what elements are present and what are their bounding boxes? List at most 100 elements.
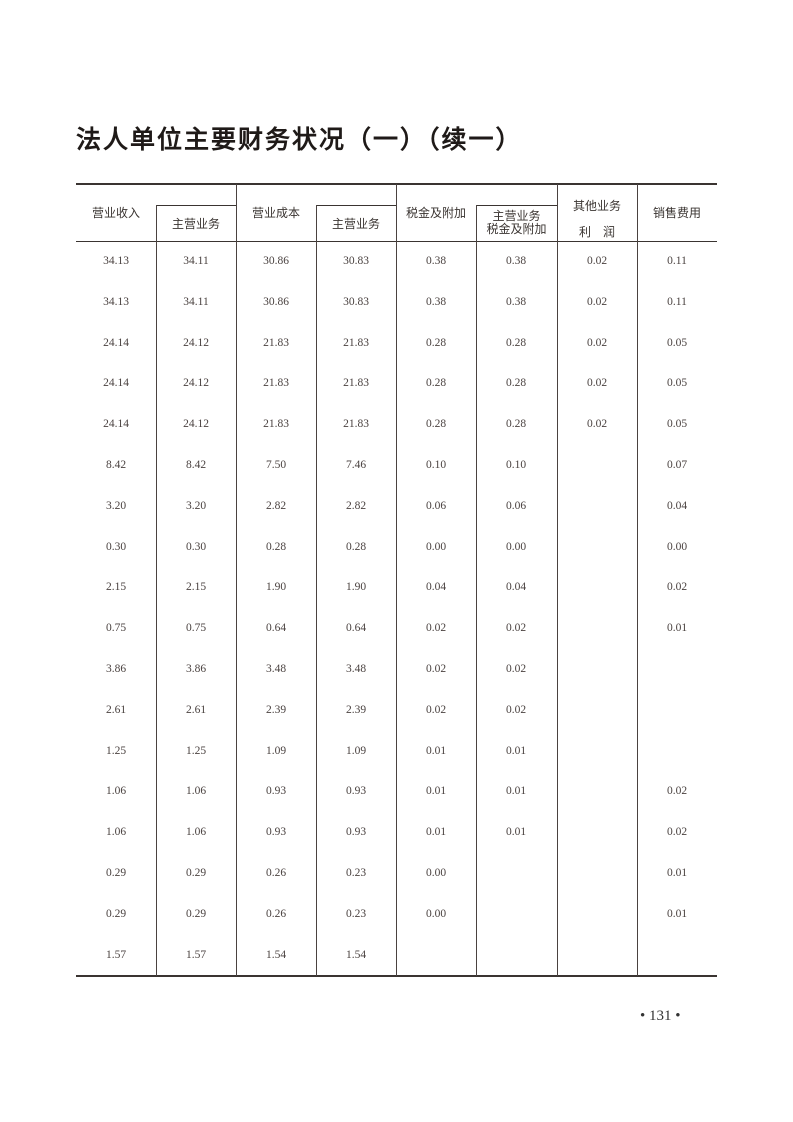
table-cell: 1.06 <box>105 785 127 798</box>
table-cell: 2.15 <box>185 581 207 594</box>
table-cell: 24.14 <box>103 418 129 431</box>
column-divider <box>396 184 397 976</box>
table-cell: 1.90 <box>265 581 287 594</box>
sub-header-rule <box>316 205 396 206</box>
table-cell: 0.23 <box>345 867 367 879</box>
table-cell: 0.38 <box>505 295 527 308</box>
table-cell: 0.05 <box>666 418 688 431</box>
table-cell: 0.01 <box>505 785 527 798</box>
table-cell: 0.38 <box>425 255 447 267</box>
sub-header-rule <box>156 205 236 206</box>
table-cell: 2.82 <box>345 499 367 512</box>
table-cell: 1.09 <box>265 744 287 757</box>
table-cell: 0.04 <box>666 499 688 512</box>
table-cell: 3.86 <box>185 663 207 675</box>
table-cell: 2.61 <box>185 703 207 716</box>
table-cell: 24.14 <box>103 377 129 390</box>
table-cell: 0.29 <box>185 907 207 920</box>
table-cell: 0.23 <box>345 907 367 920</box>
table-cell: 0.06 <box>505 499 527 512</box>
table-cell: 2.82 <box>265 499 287 512</box>
table-cell: 1.06 <box>185 785 207 798</box>
table-cell: 34.13 <box>103 255 129 267</box>
table-cell: 21.83 <box>343 418 369 431</box>
table-cell: 0.02 <box>505 622 527 635</box>
table-cell: 24.12 <box>183 336 209 349</box>
table-cell: 0.01 <box>425 744 447 757</box>
table-cell: 21.83 <box>343 377 369 390</box>
table-cell: 0.02 <box>586 255 608 267</box>
table-cell: 0.93 <box>345 826 367 839</box>
page-title: 法人单位主要财务状况（一）（续一） <box>76 125 523 154</box>
column-divider <box>156 205 157 976</box>
table-cell: 0.01 <box>666 867 688 879</box>
table-cell: 34.11 <box>183 255 209 267</box>
table-cell: 8.42 <box>185 459 207 471</box>
column-divider <box>236 184 237 976</box>
table-cell: 30.86 <box>263 255 289 267</box>
table-cell: 0.28 <box>505 377 527 390</box>
table-cell: 0.04 <box>505 581 527 594</box>
header-cost: 营业成本 <box>251 206 300 220</box>
table-cell: 0.93 <box>265 785 287 798</box>
table-cell: 0.30 <box>185 540 207 553</box>
table-cell: 0.01 <box>666 907 688 920</box>
table-cell: 30.83 <box>343 255 369 267</box>
table-cell: 1.09 <box>345 744 367 757</box>
table-cell: 0.02 <box>425 622 447 635</box>
table-cell: 1.06 <box>105 826 127 839</box>
table-cell: 2.39 <box>345 703 367 716</box>
table-cell: 0.28 <box>505 336 527 349</box>
table-cell: 0.75 <box>185 622 207 635</box>
header-revenue: 营业收入 <box>91 206 140 220</box>
table-cell: 0.02 <box>425 663 447 675</box>
table-cell: 3.48 <box>265 663 287 675</box>
table-cell: 0.30 <box>105 540 127 553</box>
column-divider <box>557 184 558 976</box>
header-tax-main-line2: 税金及附加 <box>486 222 547 236</box>
table-bottom-rule <box>76 975 717 977</box>
table-cell: 21.83 <box>263 336 289 349</box>
sub-header-rule <box>476 205 557 206</box>
table-cell: 0.11 <box>667 295 687 308</box>
column-divider <box>316 205 317 976</box>
table-cell: 0.02 <box>666 785 688 798</box>
table-cell: 3.20 <box>185 499 207 512</box>
table-cell: 7.46 <box>345 459 367 471</box>
header-revenue-main: 主营业务 <box>171 217 220 231</box>
table-cell: 0.28 <box>425 336 447 349</box>
table-cell: 0.64 <box>265 622 287 635</box>
table-cell: 21.83 <box>263 377 289 390</box>
table-cell: 0.26 <box>265 867 287 879</box>
header-tax: 税金及附加 <box>405 206 466 220</box>
page-number: • 131 • <box>640 1008 681 1024</box>
table-cell: 0.01 <box>425 826 447 839</box>
table-cell: 34.11 <box>183 295 209 308</box>
table-cell: 1.54 <box>345 948 367 961</box>
table-cell: 1.25 <box>105 744 127 757</box>
table-cell: 0.00 <box>425 540 447 553</box>
table-cell: 0.02 <box>666 826 688 839</box>
table-cell: 0.64 <box>345 622 367 635</box>
table-cell: 1.57 <box>105 948 127 961</box>
table-cell: 24.14 <box>103 336 129 349</box>
column-divider <box>476 205 477 976</box>
table-cell: 3.86 <box>105 663 127 675</box>
table-cell: 0.05 <box>666 377 688 390</box>
header-cost-main: 主营业务 <box>331 217 380 231</box>
table-cell: 1.06 <box>185 826 207 839</box>
table-cell: 0.00 <box>505 540 527 553</box>
table-cell: 1.90 <box>345 581 367 594</box>
header-other-profit-line2: 利 润 <box>578 225 615 239</box>
table-cell: 0.26 <box>265 907 287 920</box>
table-cell: 34.13 <box>103 295 129 308</box>
table-cell: 2.61 <box>105 703 127 716</box>
table-cell: 0.28 <box>265 540 287 553</box>
table-cell: 2.39 <box>265 703 287 716</box>
table-cell: 2.15 <box>105 581 127 594</box>
table-cell: 0.10 <box>505 459 527 471</box>
table-cell: 0.29 <box>185 867 207 879</box>
table-cell: 0.29 <box>105 867 127 879</box>
table-cell: 0.02 <box>586 418 608 431</box>
table-cell: 1.57 <box>185 948 207 961</box>
